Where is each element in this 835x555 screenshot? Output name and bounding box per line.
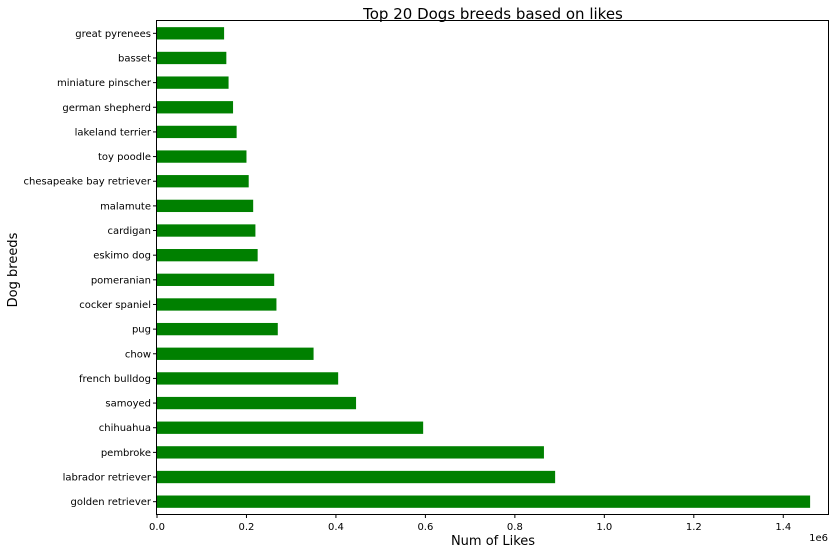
x-ticks-group: 0.0 0.2 0.4 0.6 0.8 1.0 1.2 1.4 [149, 514, 791, 533]
bar-cocker-spaniel [157, 298, 277, 311]
y-tick-label: pug [132, 325, 151, 336]
bar-malamute [157, 199, 254, 213]
bar-toy-poodle [157, 150, 247, 163]
x-tick-label: 1.2 [686, 522, 702, 533]
bar-basset [157, 51, 227, 65]
bar-pomeranian [157, 273, 275, 286]
bar-miniature-pinscher [157, 76, 229, 89]
x-tick-label: 0.6 [417, 522, 433, 533]
chart-title: Top 20 Dogs breeds based on likes [362, 5, 623, 23]
bar-german-shepherd [157, 101, 234, 114]
bar-samoyed [157, 396, 357, 410]
y-tick-label: toy poodle [98, 152, 151, 163]
y-tick-label: french bulldog [79, 374, 151, 385]
y-tick-label: miniature pinscher [57, 78, 152, 89]
x-tick-label: 1.0 [596, 522, 612, 533]
x-tick-label: 0.8 [507, 522, 523, 533]
y-ticks-group: golden retriever labrador retriever pembro… [24, 29, 157, 508]
y-tick-label: golden retriever [71, 497, 152, 508]
bar-pembroke [157, 446, 544, 459]
y-tick-label: samoyed [105, 399, 151, 410]
x-axis-title: Num of Likes [451, 534, 535, 549]
y-tick-label: lakeland terrier [75, 127, 152, 138]
y-tick-label: labrador retriever [63, 473, 152, 484]
x-tick-label: 0.0 [149, 522, 165, 533]
bar-cardigan [157, 224, 256, 237]
bar-french-bulldog [157, 372, 339, 385]
bar-chihuahua [157, 421, 424, 434]
plot-frame [156, 20, 829, 515]
y-tick-label: chesapeake bay retriever [24, 177, 152, 188]
y-tick-label: pembroke [101, 448, 151, 459]
bar-eskimo-dog [157, 249, 258, 262]
y-tick-label: chow [125, 349, 151, 360]
bar-pug [157, 322, 278, 336]
bar-lakeland-terrier [157, 125, 237, 139]
y-tick-label: great pyrenees [75, 29, 151, 40]
bar-labrador-retriever [157, 470, 556, 484]
y-tick-label: cardigan [107, 226, 151, 237]
y-tick-label: pomeranian [91, 275, 151, 286]
y-tick-label: eskimo dog [93, 251, 151, 262]
y-tick-label: basset [118, 53, 151, 64]
y-tick-label: chihuahua [99, 423, 151, 434]
bar-great-pyrenees [157, 27, 225, 40]
x-tick-label: 0.2 [239, 522, 255, 533]
bar-chow [157, 347, 314, 360]
y-axis-title: Dog breeds [6, 232, 21, 307]
x-tick-label: 0.4 [328, 522, 344, 533]
y-tick-label: cocker spaniel [79, 300, 151, 311]
bar-chesapeake-bay-retriever [157, 175, 249, 188]
x-tick-label: 1.4 [775, 522, 791, 533]
bar-golden-retriever [157, 495, 811, 508]
bars-group [157, 27, 811, 508]
y-tick-label: malamute [100, 201, 151, 212]
y-tick-label: german shepherd [62, 103, 151, 114]
x-scale-label: 1e6 [809, 533, 828, 544]
